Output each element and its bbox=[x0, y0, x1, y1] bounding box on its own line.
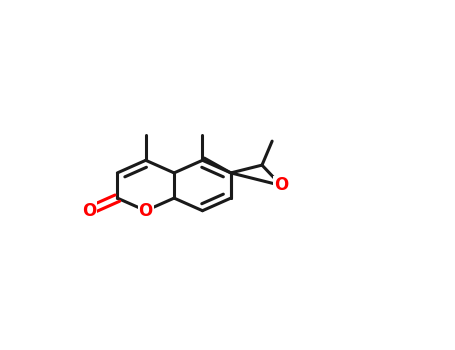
Text: O: O bbox=[139, 202, 153, 220]
Text: O: O bbox=[274, 176, 288, 195]
Text: O: O bbox=[82, 202, 96, 220]
